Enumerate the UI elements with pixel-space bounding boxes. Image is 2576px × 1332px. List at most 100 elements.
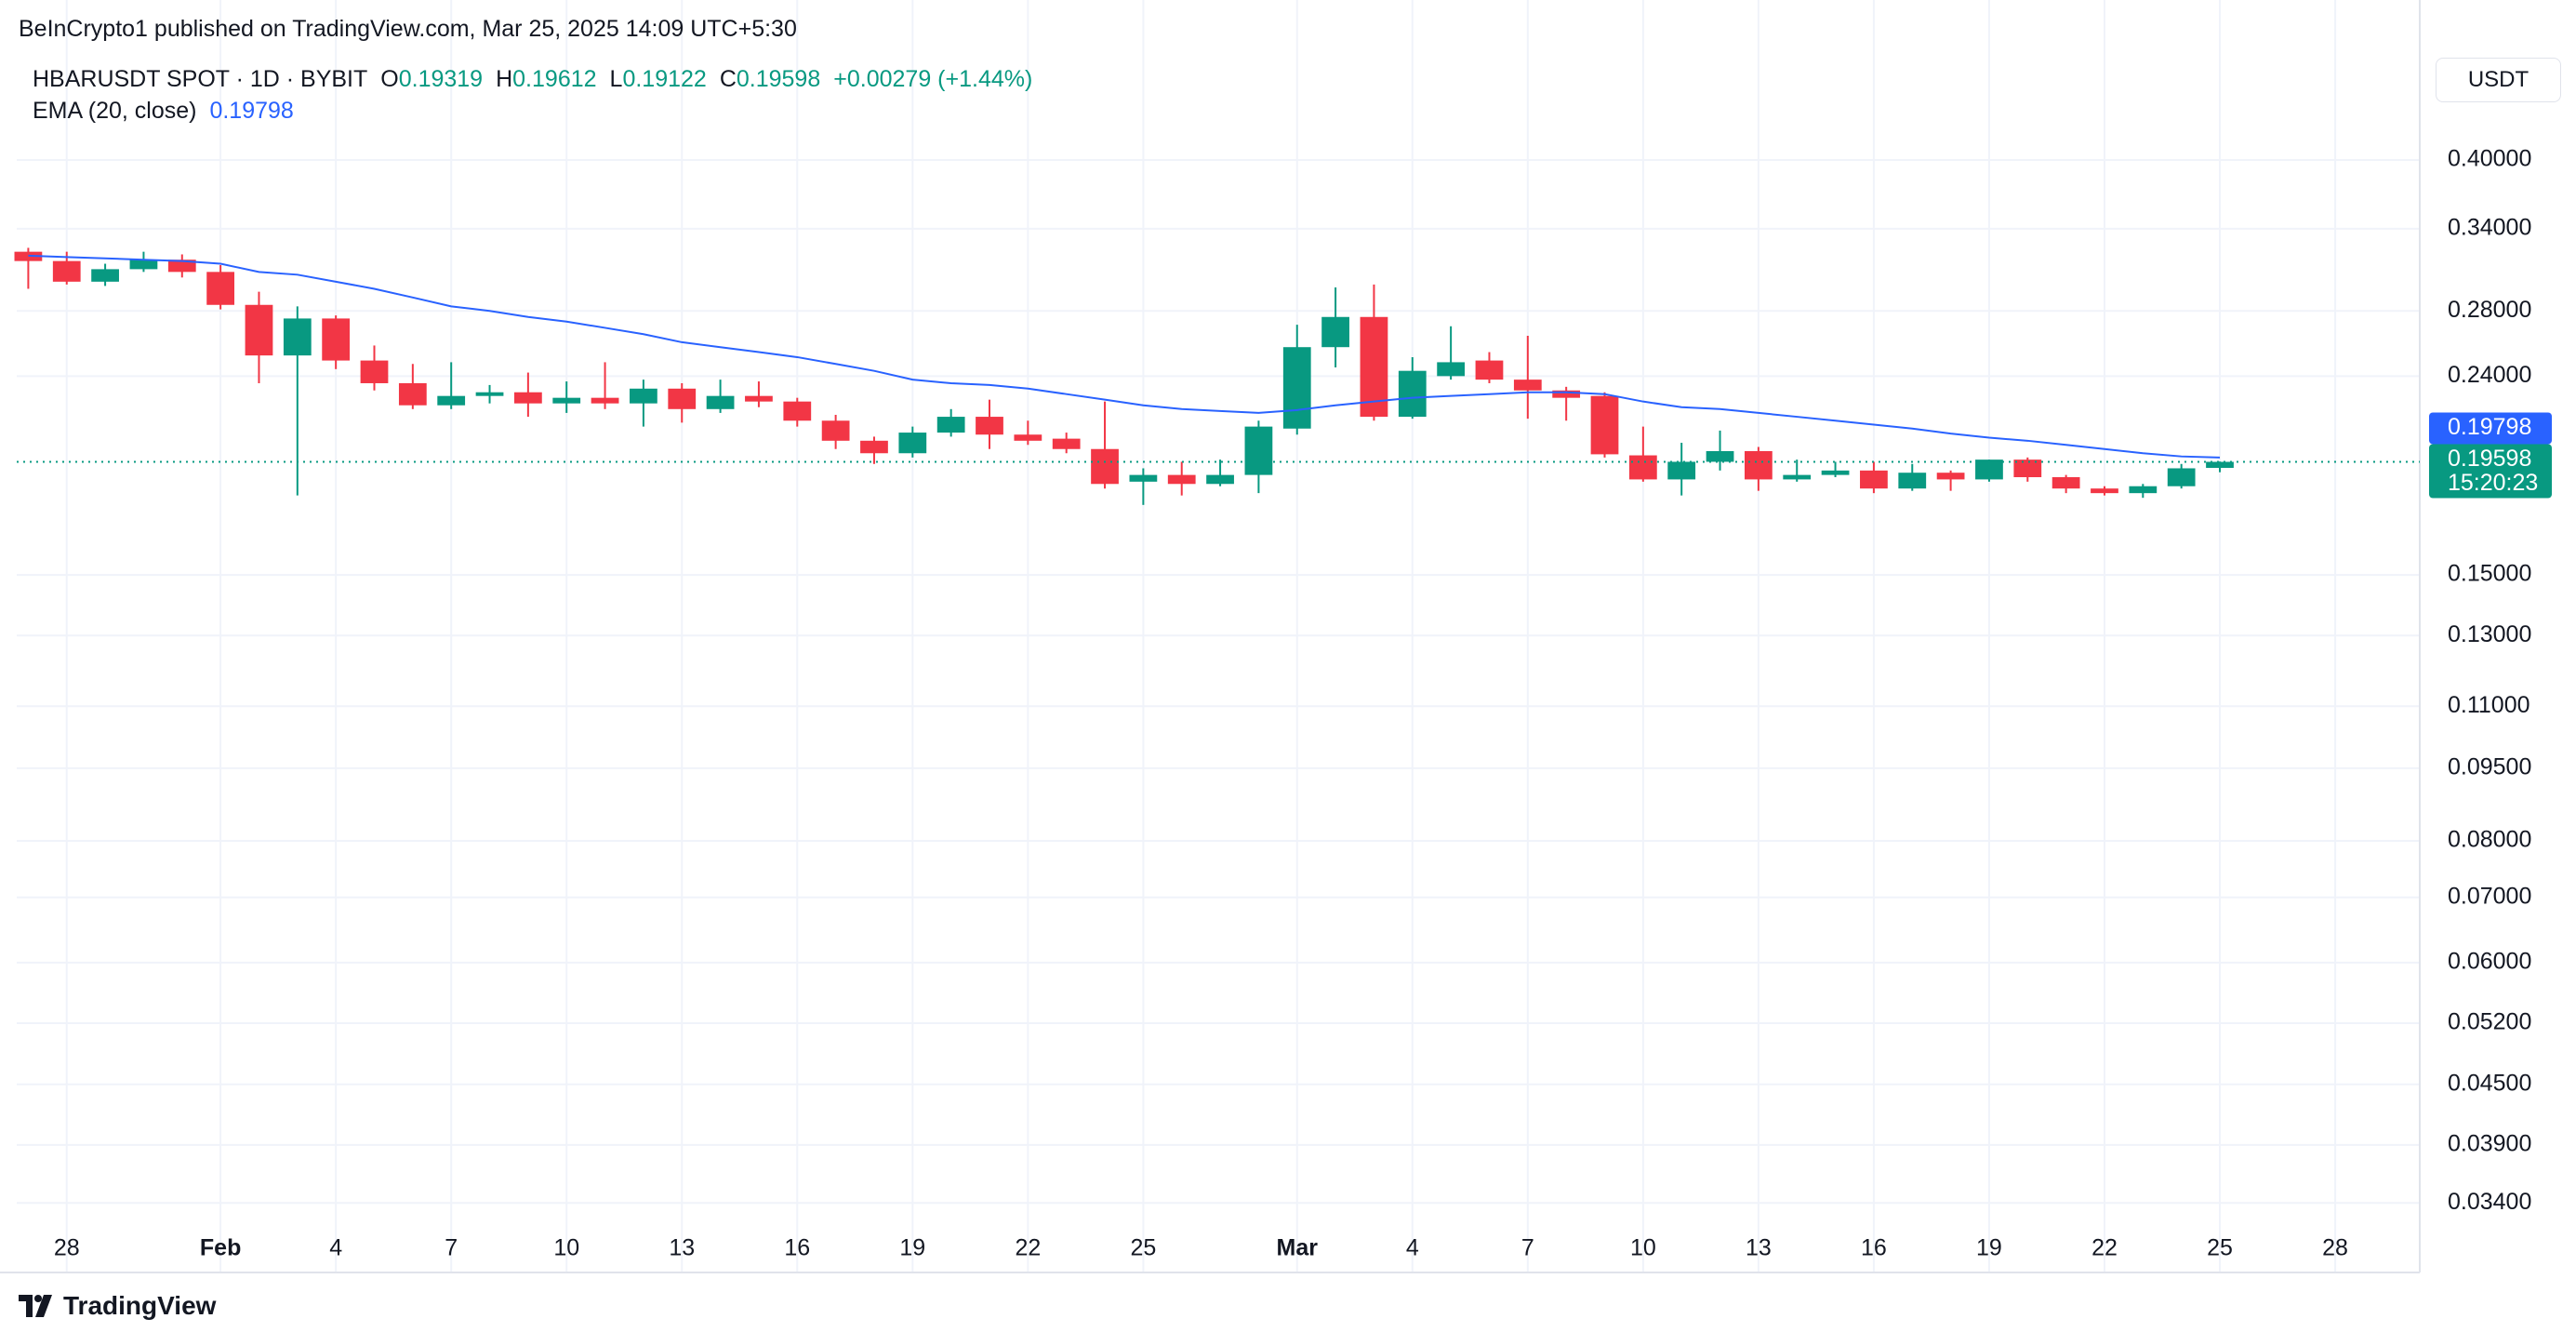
x-tick-label: 28: [2322, 1235, 2348, 1261]
brand-logo: [19, 1295, 52, 1317]
y-tick-label: 0.13000: [2448, 621, 2531, 647]
change: +0.00279 (+1.44%): [833, 66, 1033, 92]
candle-body: [706, 395, 735, 409]
candle-body: [821, 420, 850, 441]
candle-body: [1552, 390, 1581, 398]
y-tick-label: 0.24000: [2448, 362, 2531, 388]
y-tick-label: 0.34000: [2448, 215, 2531, 241]
y-tick-label: 0.03400: [2448, 1189, 2531, 1215]
candle-body: [1282, 347, 1311, 429]
y-tick-label: 0.08000: [2448, 827, 2531, 853]
candle-body: [1129, 474, 1158, 482]
candle-body: [1014, 434, 1042, 441]
candle-body: [1975, 460, 2003, 480]
countdown-label: 15:20:23: [2448, 470, 2538, 496]
candle-body: [1321, 316, 1349, 348]
ohlc-value: 0.19319: [398, 66, 484, 92]
candle-body: [1513, 380, 1542, 391]
ema-price-label: 0.19798: [2448, 414, 2531, 440]
candle-body: [245, 304, 273, 356]
candle-body: [1667, 461, 1696, 480]
candle-body: [2052, 476, 2080, 489]
y-tick-label: 0.03900: [2448, 1130, 2531, 1156]
candle-body: [1475, 360, 1504, 380]
candle-body: [1437, 362, 1466, 377]
y-tick-label: 0.28000: [2448, 297, 2531, 323]
candle-body: [1167, 474, 1196, 485]
candle-body: [360, 360, 389, 383]
ohlc-letter: O: [380, 66, 399, 92]
x-tick-label: 7: [1521, 1235, 1534, 1261]
x-tick-label: 19: [1976, 1235, 2002, 1261]
x-tick-label: 25: [2207, 1235, 2233, 1261]
candle-body: [206, 272, 235, 305]
currency-button[interactable]: USDT: [2436, 58, 2561, 102]
last-price-label: 0.19598: [2448, 446, 2531, 472]
y-tick-label: 0.40000: [2448, 146, 2531, 172]
published-line: BeInCrypto1 published on TradingView.com…: [19, 16, 797, 42]
candle-body: [1244, 426, 1273, 475]
ohlc-value: 0.19598: [736, 66, 821, 92]
x-tick-label: Feb: [200, 1235, 241, 1261]
ohlc-letter: L: [609, 66, 623, 92]
x-tick-label: 19: [899, 1235, 925, 1261]
x-tick-label: 10: [1630, 1235, 1656, 1261]
candle-body: [52, 260, 81, 282]
x-tick-label: 25: [1130, 1235, 1156, 1261]
brand: TradingView: [19, 1291, 216, 1321]
x-tick-label: 28: [54, 1235, 80, 1261]
x-tick-label: 4: [329, 1235, 342, 1261]
x-tick-label: 7: [445, 1235, 458, 1261]
candle-body: [398, 382, 427, 406]
candle-body: [2091, 488, 2118, 494]
candle-body: [783, 401, 812, 421]
candle-body: [1898, 473, 1927, 489]
x-tick-label: 22: [1015, 1235, 1041, 1261]
x-tick-label: 4: [1406, 1235, 1419, 1261]
candle-body: [1628, 455, 1657, 480]
ohlc-letter: C: [719, 66, 737, 92]
candle-body: [475, 392, 504, 396]
ema-name: EMA (20, close): [33, 98, 197, 124]
y-tick-label: 0.05200: [2448, 1009, 2531, 1035]
x-tick-label: 16: [1861, 1235, 1887, 1261]
brand-text: TradingView: [63, 1291, 217, 1320]
candle-body: [437, 395, 466, 406]
legend-line: HBARUSDT SPOT · 1D · BYBIT O0.19319 H0.196…: [33, 65, 1036, 93]
candle-body: [552, 397, 581, 404]
ema-line: [28, 254, 2221, 459]
x-tick-label: 10: [553, 1235, 579, 1261]
ema-legend: EMA (20, close) 0.19798: [33, 97, 298, 125]
candle-body: [1590, 395, 1619, 455]
x-tick-label: 13: [1746, 1235, 1772, 1261]
y-tick-label: 0.15000: [2448, 561, 2531, 587]
candle-body: [129, 260, 158, 270]
candle-body: [1936, 473, 1965, 480]
candle-body: [591, 397, 619, 404]
candle-body: [167, 260, 196, 273]
candle-body: [1783, 474, 1812, 480]
x-tick-label: Mar: [1277, 1235, 1319, 1261]
y-tick-label: 0.11000: [2448, 692, 2530, 718]
x-tick-label: 13: [669, 1235, 695, 1261]
y-tick-label: 0.09500: [2448, 753, 2531, 779]
ohlc-value: 0.19122: [622, 66, 707, 92]
ema-price-box: [2429, 412, 2552, 445]
candle-body: [630, 388, 657, 404]
candle-body: [2206, 461, 2234, 469]
last-price-box: [2429, 444, 2552, 499]
symbol: HBARUSDT SPOT · 1D · BYBIT: [33, 66, 368, 92]
ohlc-letter: H: [496, 66, 513, 92]
candle-body: [2167, 468, 2196, 486]
candle-body: [860, 440, 888, 454]
y-tick-label: 0.06000: [2448, 949, 2531, 975]
candle-body: [91, 269, 119, 282]
x-tick-label: 16: [784, 1235, 810, 1261]
candle-body: [1821, 470, 1850, 475]
candle-body: [1706, 450, 1734, 462]
candle-body: [1091, 448, 1119, 485]
candle-body: [2129, 486, 2158, 494]
candle-body: [1398, 370, 1427, 418]
